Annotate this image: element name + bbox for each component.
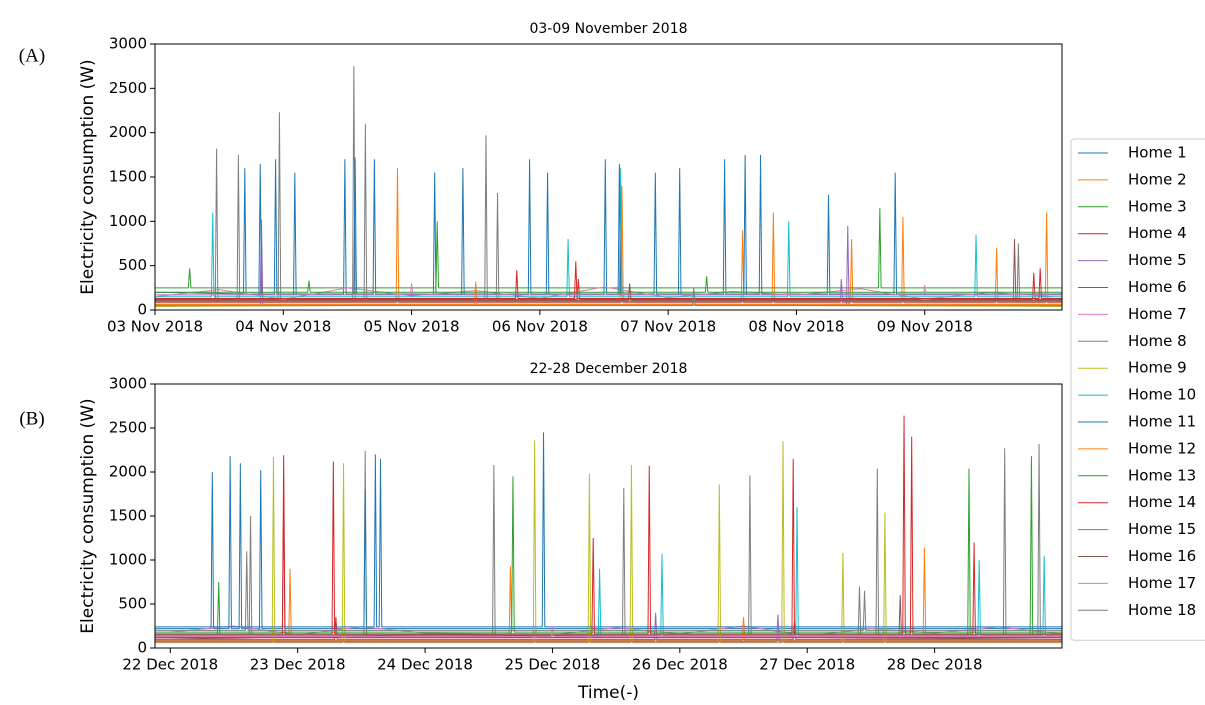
- legend-label: Home 17: [1128, 574, 1196, 592]
- y-tick-label: 3000: [109, 375, 147, 393]
- y-tick-label: 2500: [109, 419, 147, 437]
- y-axis-label: Electricity consumption (W): [78, 398, 98, 633]
- legend-label: Home 14: [1128, 493, 1196, 511]
- x-tick-label: 26 Dec 2018: [632, 656, 728, 674]
- series-line: [155, 595, 1062, 638]
- series-line: [155, 208, 1062, 289]
- series-line: [155, 432, 1062, 628]
- y-tick-label: 2000: [109, 463, 147, 481]
- legend-box: [1070, 138, 1205, 641]
- series-line: [155, 66, 1062, 302]
- y-tick-label: 1500: [109, 507, 147, 525]
- series-line: [155, 456, 1062, 636]
- y-tick-label: 2000: [109, 123, 147, 141]
- legend-label: Home 16: [1128, 547, 1196, 565]
- series-line: [155, 168, 1062, 298]
- series-line: [155, 154, 1062, 296]
- series-line: [155, 625, 1062, 638]
- y-tick-label: 0: [137, 639, 147, 657]
- legend-label: Home 9: [1128, 359, 1187, 377]
- x-tick-label: 28 Dec 2018: [887, 656, 983, 674]
- series-line: [155, 507, 1062, 637]
- x-tick-label: 23 Dec 2018: [250, 656, 346, 674]
- y-tick-label: 1500: [109, 168, 147, 186]
- x-tick-label: 03 Nov 2018: [107, 318, 203, 336]
- y-tick-label: 1000: [109, 551, 147, 569]
- legend-label: Home 6: [1128, 278, 1187, 296]
- series-line: [155, 287, 1062, 307]
- series-line: [155, 286, 1054, 300]
- x-tick-label: 27 Dec 2018: [759, 656, 855, 674]
- series-line: [155, 281, 1062, 306]
- legend-label: Home 11: [1128, 413, 1196, 431]
- series-line: [155, 440, 1062, 644]
- series-group: [155, 66, 1062, 307]
- y-tick-label: 2500: [109, 79, 147, 97]
- y-tick-label: 500: [118, 256, 147, 274]
- series-line: [155, 614, 1062, 643]
- legend-label: Home 1: [1128, 144, 1187, 162]
- x-tick-label: 06 Nov 2018: [492, 318, 588, 336]
- y-tick-label: 3000: [109, 35, 147, 53]
- y-tick-label: 1000: [109, 212, 147, 230]
- x-tick-label: 05 Nov 2018: [364, 318, 460, 336]
- legend-label: Home 10: [1128, 386, 1196, 404]
- legend-label: Home 12: [1128, 439, 1196, 457]
- legend-label: Home 3: [1128, 197, 1187, 215]
- legend-label: Home 4: [1128, 224, 1187, 242]
- plot-frame: [154, 43, 1063, 311]
- chart-title: 03-09 November 2018: [529, 21, 687, 37]
- series-line: [155, 276, 1062, 293]
- series-line: [155, 154, 1062, 295]
- series-line: [155, 634, 1062, 640]
- series-line: [155, 476, 1062, 633]
- legend-label: Home 15: [1128, 520, 1196, 538]
- series-line: [155, 617, 1062, 641]
- legend-label: Home 18: [1128, 601, 1196, 619]
- series-line: [155, 283, 1062, 296]
- series-line: [155, 547, 1062, 638]
- series-line: [155, 168, 1062, 304]
- y-tick-label: 500: [118, 595, 147, 613]
- x-tick-label: 24 Dec 2018: [377, 656, 473, 674]
- series-line: [155, 612, 1062, 642]
- panel-label: (B): [19, 408, 44, 429]
- x-tick-label: 08 Nov 2018: [748, 318, 844, 336]
- legend-label: Home 5: [1128, 251, 1187, 269]
- series-line: [155, 415, 1062, 635]
- y-axis-label: Electricity consumption (W): [78, 59, 98, 294]
- series-group: [155, 415, 1062, 644]
- x-tick-label: 25 Dec 2018: [505, 656, 601, 674]
- panel-label: (A): [19, 45, 45, 66]
- y-tick-label: 0: [137, 301, 147, 319]
- legend-label: Home 13: [1128, 466, 1196, 484]
- series-line: [155, 261, 1062, 299]
- legend-label: Home 8: [1128, 332, 1187, 350]
- legend-label: Home 2: [1128, 170, 1187, 188]
- series-line: [155, 283, 1062, 301]
- x-axis-label: Time(-): [577, 683, 639, 703]
- series-line: [155, 551, 1062, 631]
- legend-label: Home 7: [1128, 305, 1187, 323]
- chart-title: 22-28 December 2018: [530, 361, 688, 377]
- series-line: [155, 278, 1062, 303]
- x-tick-label: 09 Nov 2018: [877, 318, 973, 336]
- x-tick-label: 22 Dec 2018: [122, 656, 218, 674]
- x-tick-label: 07 Nov 2018: [620, 318, 716, 336]
- x-tick-label: 04 Nov 2018: [235, 318, 331, 336]
